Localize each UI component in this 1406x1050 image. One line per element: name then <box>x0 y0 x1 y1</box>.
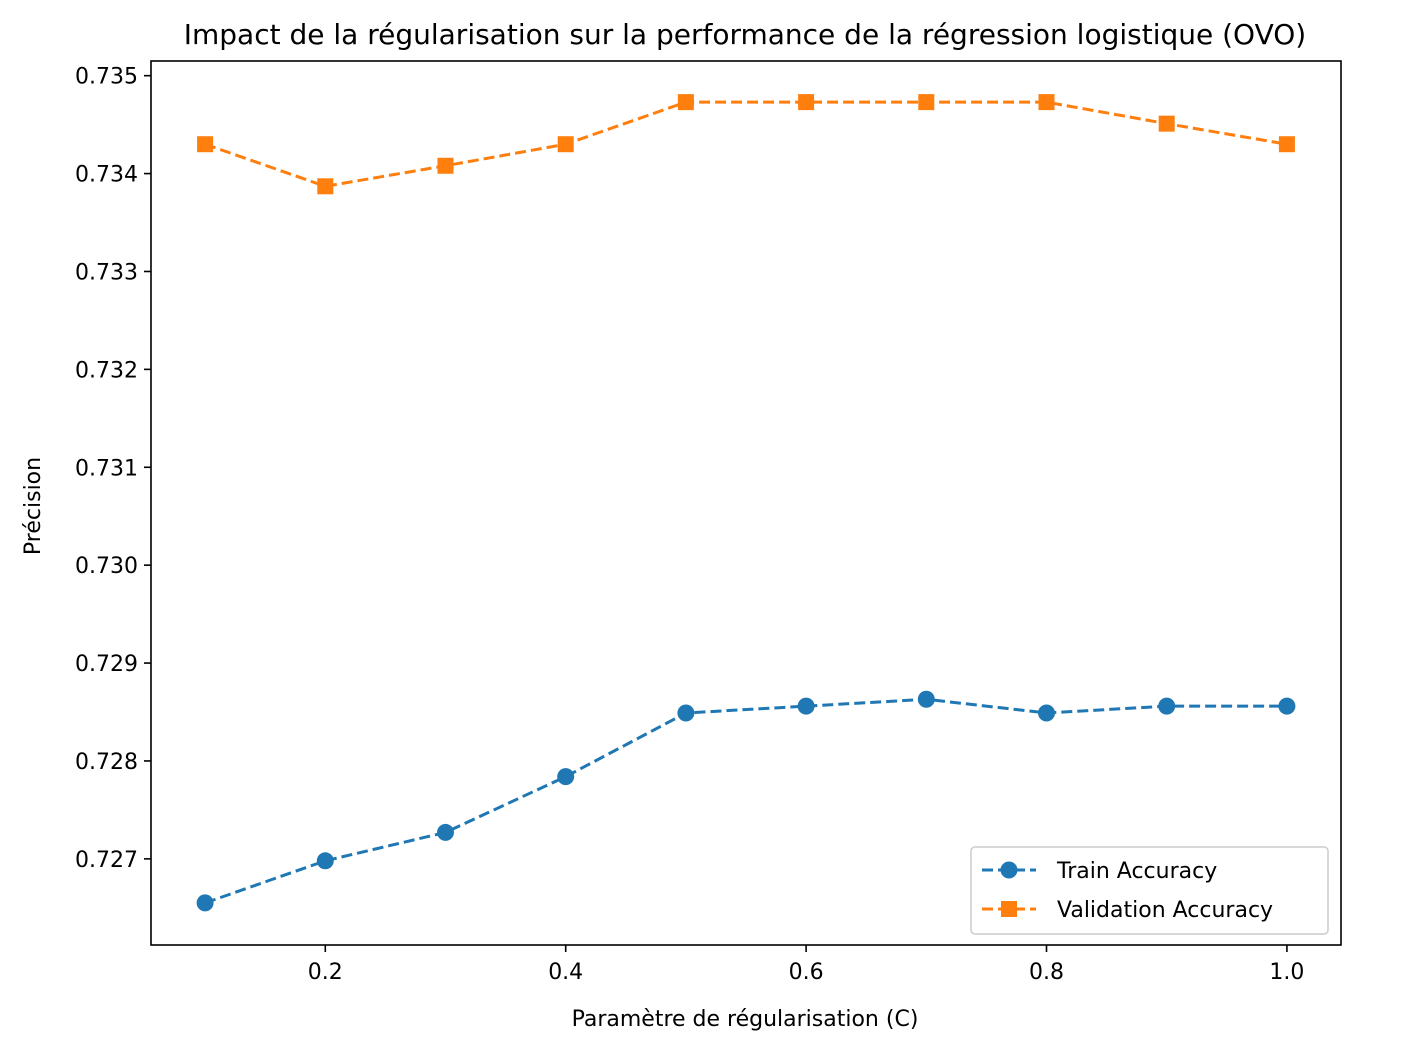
y-axis-label: Précision <box>21 457 46 555</box>
y-tick-label: 0.727 <box>75 848 138 873</box>
series-validation-point <box>557 136 574 153</box>
series-train-point <box>1038 704 1056 722</box>
y-tick-label: 0.735 <box>75 65 138 90</box>
x-axis: 0.2 0.4 0.6 0.8 1.0 <box>308 945 1304 985</box>
series-train-point <box>557 768 575 786</box>
series-train-point <box>917 690 935 708</box>
series-validation-point <box>677 94 694 111</box>
y-axis: 0.727 0.728 0.729 0.730 0.731 0.732 0.733 0.734… <box>75 65 151 873</box>
chart-title: Impact de la régularisation sur la perfo… <box>184 18 1306 51</box>
series-validation-point <box>798 94 815 111</box>
series-train-point <box>1278 697 1296 715</box>
x-tick-label: 0.2 <box>308 960 343 985</box>
y-tick-label: 0.730 <box>75 554 138 579</box>
y-tick-label: 0.733 <box>75 260 138 285</box>
series-train-line <box>204 697 1287 905</box>
legend-marker <box>1000 861 1018 879</box>
series-validation-point <box>918 94 935 111</box>
series-validation-line <box>204 100 1288 188</box>
x-axis-label: Paramètre de régularisation (C) <box>572 1007 919 1032</box>
series-validation-point <box>1278 136 1295 153</box>
legend-label: Train Accuracy <box>1056 859 1217 884</box>
x-tick-label: 1.0 <box>1269 960 1304 985</box>
series-validation-point <box>1038 94 1055 111</box>
series-train-point <box>1158 697 1176 715</box>
plot-area <box>196 94 1296 912</box>
legend-marker <box>1001 901 1017 917</box>
y-tick-label: 0.732 <box>75 358 138 383</box>
series-validation-point <box>1158 115 1175 132</box>
legend: Train Accuracy Validation Accuracy <box>970 846 1329 935</box>
legend-label: Validation Accuracy <box>1057 898 1273 923</box>
series-validation-point <box>317 178 334 195</box>
y-tick-label: 0.734 <box>75 163 138 188</box>
series-validation <box>197 94 1295 195</box>
series-train-point <box>797 697 815 715</box>
series-train-point <box>196 894 214 912</box>
series-validation-point <box>437 157 454 174</box>
y-tick-label: 0.729 <box>75 652 138 677</box>
x-tick-label: 0.8 <box>1029 960 1064 985</box>
x-tick-label: 0.4 <box>548 960 583 985</box>
legend-entry-validation: Validation Accuracy <box>982 898 1273 923</box>
y-tick-label: 0.731 <box>75 456 138 481</box>
legend-box <box>970 846 1329 935</box>
legend-entry-train: Train Accuracy <box>982 859 1217 884</box>
series-train-point <box>677 704 695 722</box>
series-validation-point <box>197 136 214 153</box>
x-tick-label: 0.6 <box>789 960 824 985</box>
y-tick-label: 0.728 <box>75 750 138 775</box>
axes-frame <box>150 60 1342 946</box>
series-train-point <box>316 852 334 870</box>
series-train-point <box>436 823 454 841</box>
series-train <box>196 690 1296 912</box>
